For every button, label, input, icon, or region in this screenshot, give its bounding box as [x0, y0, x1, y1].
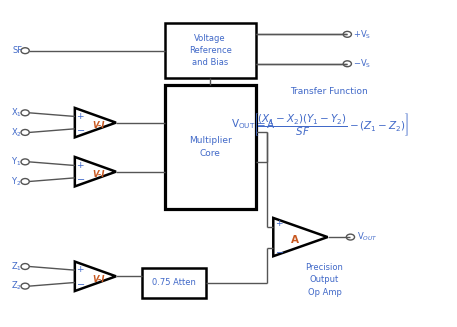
- Text: $-$V$_{\sf S}$: $-$V$_{\sf S}$: [353, 58, 372, 70]
- Text: Precision
Output
Op Amp: Precision Output Op Amp: [306, 263, 343, 297]
- Text: Transfer Function: Transfer Function: [290, 87, 368, 96]
- Text: V-I: V-I: [92, 170, 105, 180]
- Text: V-I: V-I: [92, 121, 105, 130]
- Text: V$_{OUT}$: V$_{OUT}$: [357, 231, 378, 243]
- Bar: [165, 23, 256, 78]
- Text: Z$_2$: Z$_2$: [11, 280, 22, 292]
- Text: +: +: [77, 112, 84, 121]
- Text: $= \mathregular{A}$: $= \mathregular{A}$: [254, 118, 276, 130]
- Text: $-$: $-$: [275, 246, 284, 256]
- Text: 0.75 Atten: 0.75 Atten: [152, 278, 196, 287]
- Text: +V$_{\sf S}$: +V$_{\sf S}$: [353, 28, 372, 41]
- Text: $\left[\dfrac{(X_1-X_2)(Y_1-Y_2)}{SF} - (Z_1-Z_2)\right]$: $\left[\dfrac{(X_1-X_2)(Y_1-Y_2)}{SF} - …: [253, 111, 409, 138]
- Text: Multiplier
Core: Multiplier Core: [189, 136, 232, 158]
- Text: X$_2$: X$_2$: [11, 126, 22, 139]
- Text: $-$: $-$: [76, 278, 85, 288]
- Text: Voltage
Reference
and Bias: Voltage Reference and Bias: [189, 34, 232, 67]
- Text: +: +: [77, 265, 84, 274]
- Text: $\mathregular{V_{OUT}}$: $\mathregular{V_{OUT}}$: [231, 117, 255, 131]
- Text: SF: SF: [12, 46, 22, 55]
- Text: $-$: $-$: [76, 124, 85, 134]
- Polygon shape: [75, 262, 116, 291]
- Polygon shape: [75, 108, 116, 137]
- Text: +: +: [276, 219, 283, 228]
- Bar: [142, 268, 206, 298]
- Text: +: +: [77, 161, 84, 170]
- Text: V-I: V-I: [92, 275, 105, 284]
- Text: X$_1$: X$_1$: [11, 107, 22, 119]
- Text: Y$_1$: Y$_1$: [11, 156, 21, 168]
- Text: Z$_1$: Z$_1$: [11, 260, 22, 273]
- Polygon shape: [75, 157, 116, 186]
- Bar: [165, 85, 256, 209]
- Text: $-$: $-$: [76, 173, 85, 183]
- Text: A: A: [291, 235, 299, 245]
- Polygon shape: [273, 218, 328, 256]
- Text: Y$_2$: Y$_2$: [11, 175, 21, 188]
